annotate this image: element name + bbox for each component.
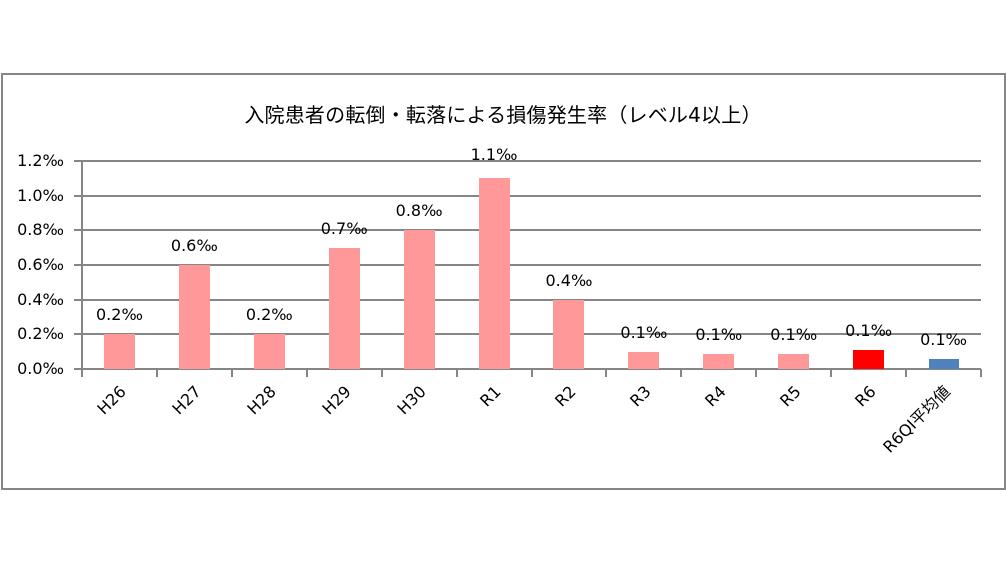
x-tick [755,369,758,377]
data-label: 0.1‰ [845,320,893,340]
bar-H27 [178,265,210,369]
data-label: 0.7‰ [320,218,368,238]
x-tick [305,369,308,377]
x-tick [905,369,908,377]
x-tick [605,369,608,377]
bar-R1 [478,178,510,369]
chart-frame [1,73,1006,490]
x-tick [830,369,833,377]
bar-R2 [553,299,585,369]
data-label: 0.2‰ [95,305,143,325]
x-tick [980,369,982,377]
gridline [74,368,981,370]
data-label: 0.1‰ [695,324,743,344]
y-axis-line [81,161,83,377]
bar-H29 [328,247,360,369]
data-label: 0.1‰ [620,322,668,342]
plot-area: 0.2‰ 0.6‰ 0.2‰ 0.7‰ 0.8‰ 1.1‰ 0.4‰ 0.1‰ 0.1‰ 0.1‰… [74,147,981,370]
gridline [74,194,981,197]
bar-H30 [403,230,435,369]
y-tick-label: 0.4‰ [17,289,64,309]
data-label: 0.2‰ [245,305,293,325]
data-label: 1.1‰ [470,145,518,164]
y-tick-label: 1.2‰ [17,151,64,170]
data-label: 0.1‰ [920,329,967,349]
gridline [74,160,981,162]
gridline [74,298,981,301]
data-label: 0.8‰ [395,201,443,221]
gridline [74,229,981,232]
x-tick [380,369,383,377]
chart-title: 入院患者の転倒・転落による損傷発生率（レベル4以上） [244,103,762,127]
data-label: 0.4‰ [545,270,593,290]
y-tick-label: 0.6‰ [17,255,64,274]
y-tick-label: 0.0‰ [17,359,64,378]
data-label: 0.1‰ [770,324,818,344]
x-tick [230,369,233,377]
y-tick-label: 0.8‰ [17,220,64,240]
bar-R4 [703,353,735,369]
bar-H28 [253,334,285,369]
bar-H26 [103,334,135,369]
gridline [74,333,981,336]
y-tick-label: 0.2‰ [17,324,64,344]
x-tick [530,369,533,377]
bar-R5 [778,353,810,369]
x-tick [680,369,683,377]
gridline [74,264,981,266]
bar-R6QI平均値 [928,358,959,369]
x-tick [155,369,158,377]
bar-R3 [628,351,660,369]
y-tick-label: 1.0‰ [17,185,64,205]
x-tick [455,369,458,377]
bar-R6 [853,349,885,369]
data-label: 0.6‰ [170,236,218,255]
